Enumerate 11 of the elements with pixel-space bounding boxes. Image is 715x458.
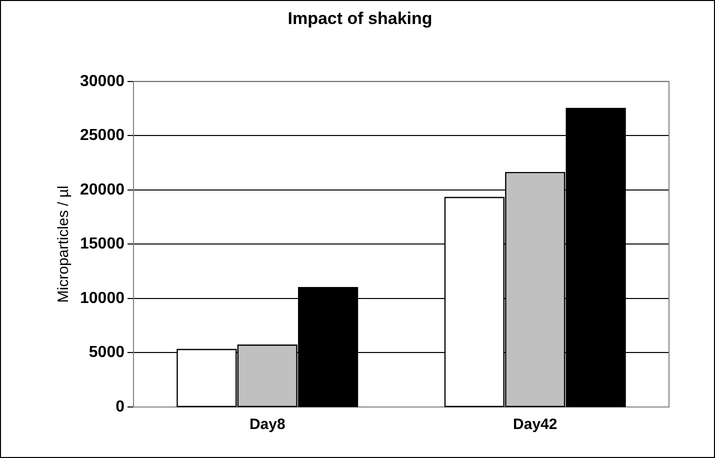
y-tick-label: 30000: [80, 72, 125, 90]
x-tick-label: Day42: [513, 416, 558, 434]
chart-title: Impact of shaking: [288, 8, 432, 28]
y-tick-label: 5000: [88, 344, 125, 362]
x-tick-label: Day8: [249, 416, 286, 434]
y-tick-label: 25000: [80, 127, 125, 144]
y-tick-label: 0: [116, 398, 125, 416]
y-tick-label: 15000: [80, 236, 125, 253]
y-axis-title: Microparticles / µl: [55, 186, 72, 303]
y-tick-label: 20000: [80, 181, 125, 198]
y-tick-label: 10000: [80, 290, 125, 307]
